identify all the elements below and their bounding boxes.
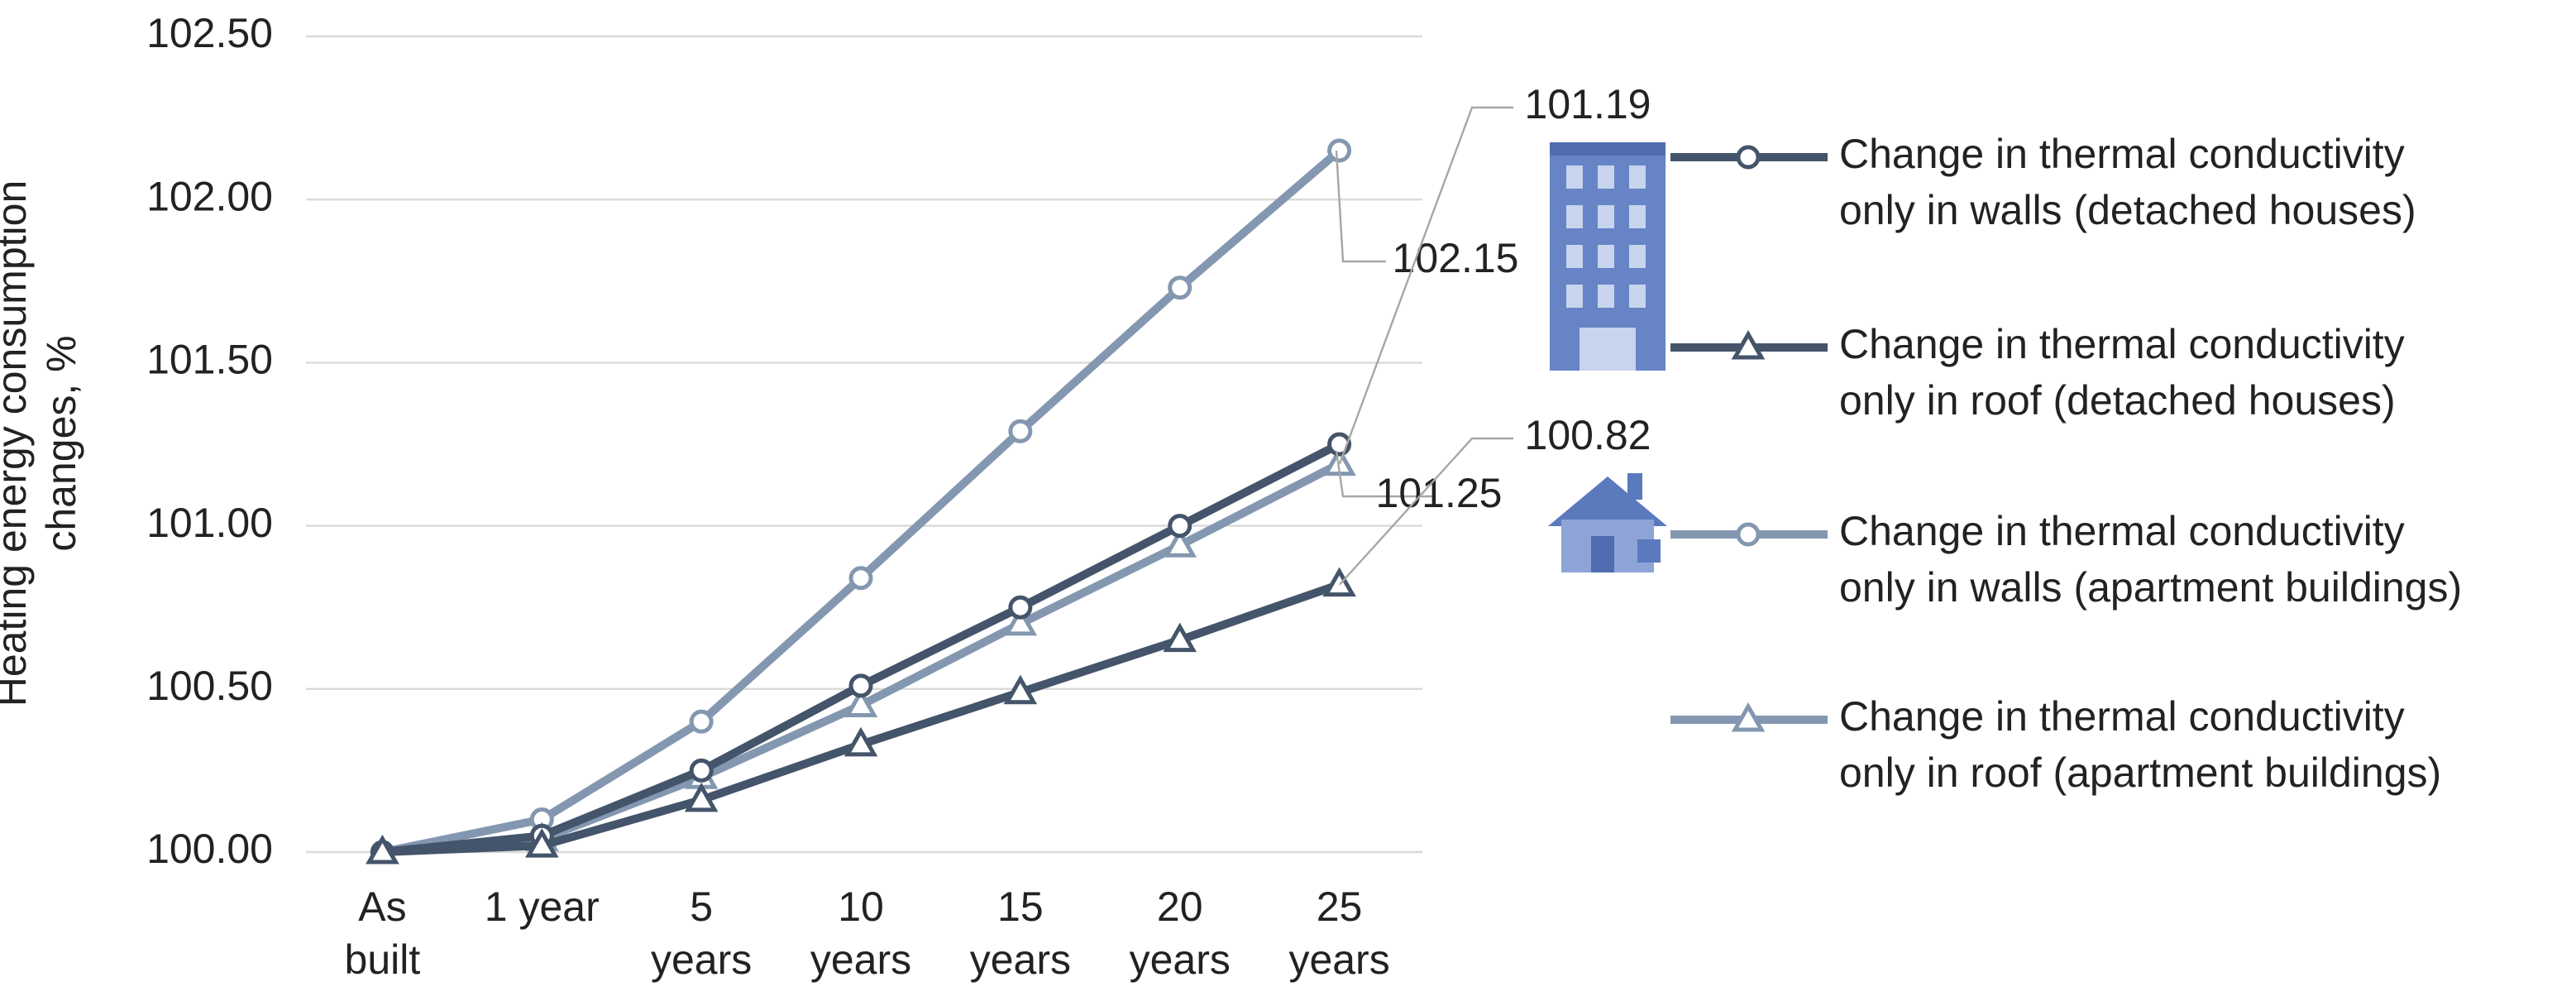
point-marker	[844, 726, 878, 757]
y-tick-label: 100.50	[146, 663, 273, 709]
data-label: 100.82	[1525, 412, 1651, 458]
point-marker	[1008, 419, 1033, 443]
x-tick-label: 15 years	[970, 884, 1071, 983]
leader-line	[1339, 437, 1513, 586]
point-marker	[1168, 514, 1192, 539]
x-tick-label: 10 years	[810, 884, 911, 983]
y-axis-label: Heating energy consumptionchanges, %	[0, 180, 84, 707]
data-label: 102.15	[1393, 235, 1519, 281]
point-marker	[1163, 528, 1197, 558]
point-marker	[1008, 595, 1033, 620]
house-icon	[1548, 473, 1667, 572]
point-marker	[1327, 138, 1352, 163]
leader-line	[1335, 450, 1436, 498]
y-tick-label: 101.00	[146, 500, 273, 546]
data-label: 101.19	[1525, 81, 1651, 127]
legend-marker	[1736, 522, 1761, 547]
legend-marker	[1731, 702, 1766, 732]
x-tick-label: As built	[345, 884, 421, 983]
series-line	[381, 440, 1341, 856]
point-marker	[848, 566, 873, 591]
building-icon	[1550, 142, 1666, 371]
legend-label: Change in thermal conductivity only in ro…	[1839, 321, 2405, 424]
legend-label: Change in thermal conductivity only in wa…	[1839, 508, 2462, 611]
data-label: 101.25	[1376, 470, 1503, 516]
series-line	[382, 580, 1341, 856]
x-tick-label: 25 years	[1288, 884, 1389, 983]
point-marker	[844, 687, 878, 718]
point-marker	[848, 673, 873, 698]
point-marker	[1322, 567, 1356, 597]
leader-line	[1335, 150, 1386, 263]
point-marker	[684, 782, 719, 812]
legend-marker	[1731, 329, 1766, 360]
x-tick-label: 1 year	[485, 884, 600, 930]
point-marker	[1003, 606, 1038, 636]
point-marker	[1168, 275, 1192, 300]
y-tick-label: 102.00	[146, 173, 273, 219]
y-tick-label: 102.50	[146, 10, 273, 56]
legend-marker	[1736, 145, 1761, 170]
legend-label: Change in thermal conductivity only in wa…	[1839, 131, 2416, 233]
y-tick-label: 101.50	[146, 337, 273, 383]
point-marker	[689, 758, 714, 783]
point-marker	[1163, 622, 1197, 653]
leader-line	[1338, 106, 1513, 465]
point-marker	[366, 834, 399, 864]
y-tick-label: 100.00	[146, 826, 273, 872]
point-marker	[1003, 674, 1038, 705]
x-tick-label: 20 years	[1130, 884, 1231, 983]
x-tick-label: 5 years	[651, 884, 752, 983]
point-marker	[524, 828, 559, 858]
legend-label: Change in thermal conductivity only in ro…	[1839, 693, 2441, 796]
point-marker	[689, 709, 714, 734]
